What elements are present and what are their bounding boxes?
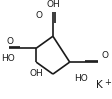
Text: HO: HO [74, 74, 88, 83]
Text: K: K [96, 80, 103, 90]
Text: HO: HO [1, 54, 15, 63]
Text: O: O [35, 11, 42, 20]
Text: O: O [101, 51, 108, 60]
Text: OH: OH [29, 69, 43, 79]
Text: O: O [7, 37, 14, 46]
Text: OH: OH [46, 0, 60, 10]
Text: +: + [104, 79, 111, 87]
